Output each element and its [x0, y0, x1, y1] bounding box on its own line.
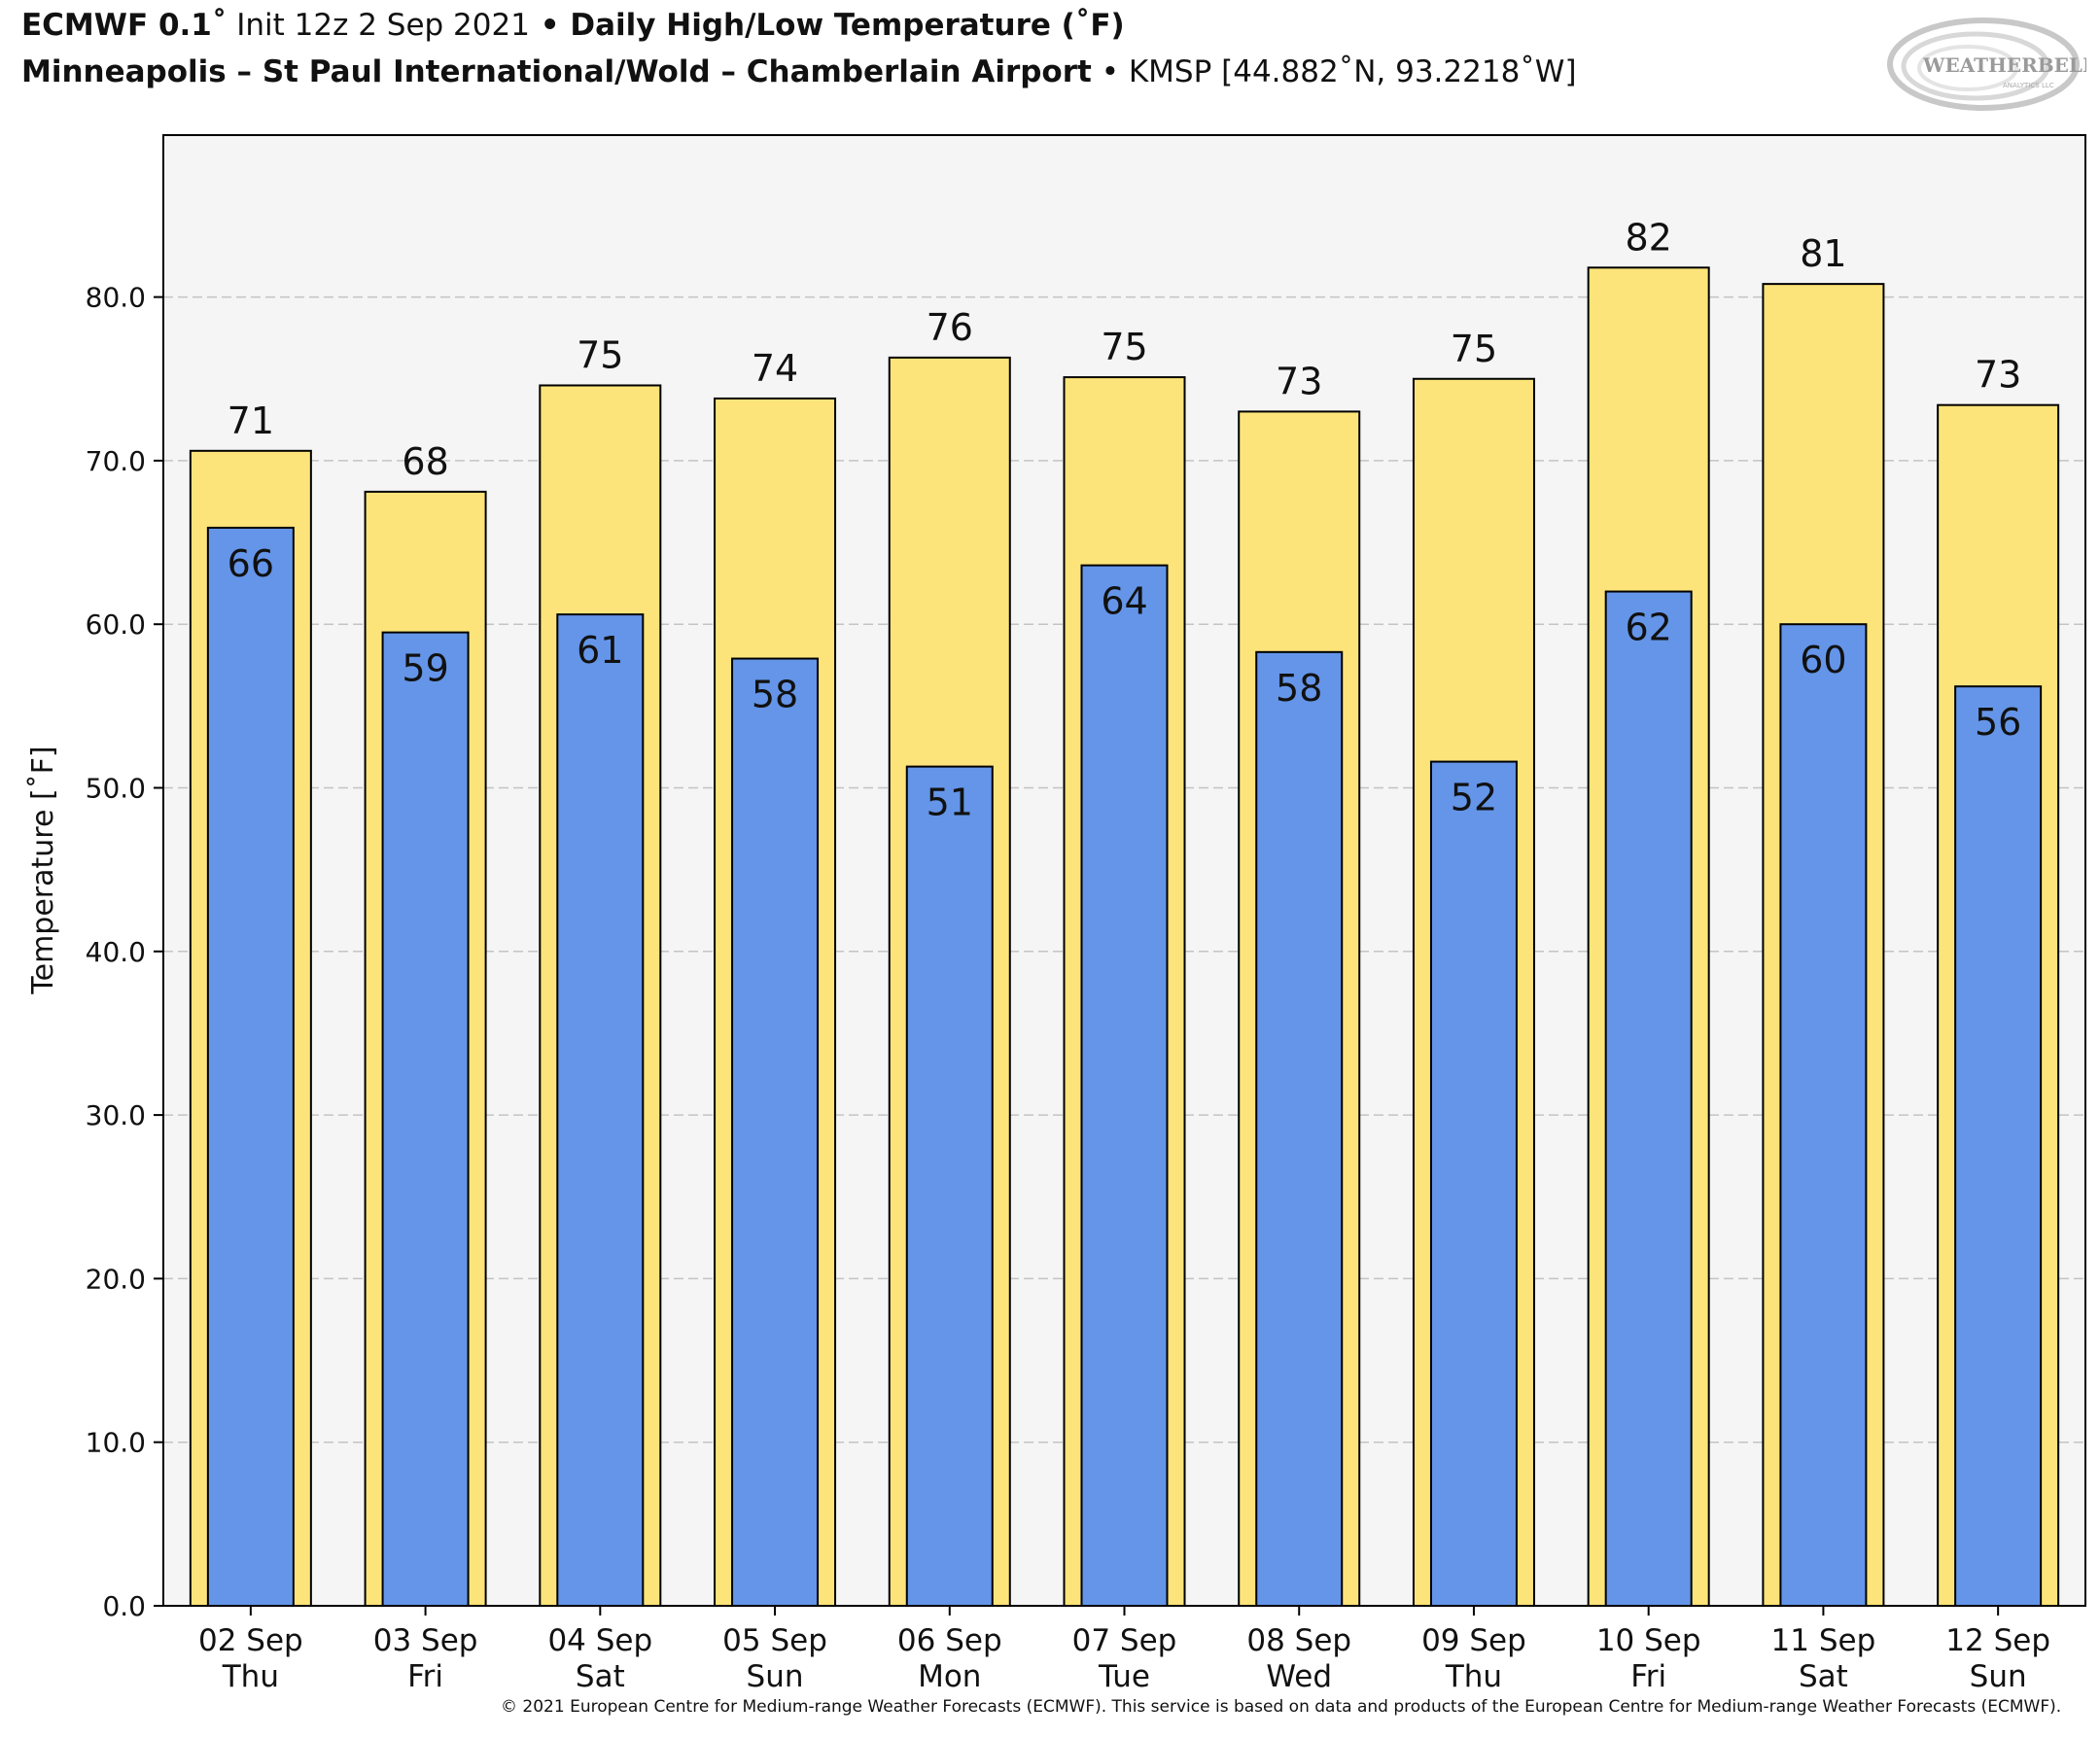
x-tick-day: Sat	[1799, 1659, 1848, 1694]
x-tick-date: 10 Sep	[1596, 1623, 1701, 1658]
header-separator: •	[1091, 54, 1129, 89]
header-separator: •	[529, 8, 571, 43]
high-temp-label: 82	[1626, 216, 1672, 259]
y-tick-label: 50.0	[86, 773, 146, 805]
labels-layer: 71 66 68 59 75 61 74 58 76 51 75 64 73 58 75 52 82 62 81 60…	[228, 216, 2022, 823]
low-temp-bar	[731, 657, 820, 1607]
x-tick-day: Tue	[1098, 1659, 1150, 1694]
y-tick-label: 10.0	[86, 1427, 146, 1459]
low-temp-label: 56	[1975, 701, 2021, 744]
low-temp-label: 66	[228, 542, 274, 585]
high-temp-label: 74	[752, 347, 798, 390]
low-temp-label: 59	[402, 647, 448, 690]
high-temp-label: 81	[1800, 232, 1846, 275]
y-tick-label: 60.0	[86, 608, 146, 641]
low-temp-bar	[1604, 590, 1693, 1607]
x-tick-day: Sat	[576, 1659, 625, 1694]
x-tick-day: Mon	[918, 1659, 981, 1694]
high-temp-label: 75	[577, 333, 623, 376]
bars-layer	[189, 266, 2060, 1608]
high-temp-label: 71	[228, 400, 274, 442]
x-tick-day: Thu	[222, 1659, 279, 1694]
chart-header-line-2: Minneapolis – St Paul International/Wold…	[21, 54, 1577, 89]
copyright-footer: © 2021 European Centre for Medium-range …	[501, 1697, 2062, 1717]
y-tick-label: 70.0	[86, 445, 146, 477]
low-temp-label: 62	[1626, 607, 1672, 649]
x-tick-day: Sun	[747, 1659, 804, 1694]
x-tick-day: Fri	[1630, 1659, 1666, 1694]
low-temp-label: 51	[927, 782, 973, 824]
x-tick-date: 04 Sep	[547, 1623, 652, 1658]
low-temp-bar	[1429, 760, 1518, 1607]
init-time: Init 12z 2 Sep 2021	[227, 8, 530, 43]
x-tick-date: 02 Sep	[198, 1623, 303, 1658]
x-tick-day: Sun	[1970, 1659, 2027, 1694]
x-tick-date: 12 Sep	[1945, 1623, 2050, 1658]
x-tick-day: Wed	[1266, 1659, 1332, 1694]
x-tick-date: 11 Sep	[1771, 1623, 1876, 1658]
low-temp-bar	[1779, 623, 1868, 1607]
weatherbell-logo: WEATHERBELL ANALYTICS LLC	[1887, 17, 2086, 111]
high-temp-label: 73	[1975, 354, 2021, 397]
x-tick-date: 03 Sep	[373, 1623, 478, 1658]
station-name: Minneapolis – St Paul International/Wold…	[21, 54, 1092, 89]
high-temp-label: 75	[1451, 328, 1497, 370]
x-tick-date: 05 Sep	[722, 1623, 827, 1658]
axis-layer: 0.0 10.0 20.0 30.0 40.0 50.0 60.0 70.0 80.0 02 Se…	[86, 282, 2050, 1694]
low-temp-bar	[1255, 650, 1344, 1607]
high-temp-label: 68	[402, 440, 448, 483]
low-temp-bar	[905, 765, 994, 1607]
logo-text: WEATHERBELL	[1922, 53, 2086, 77]
low-temp-bar	[1954, 685, 2043, 1607]
x-tick-date: 07 Sep	[1072, 1623, 1177, 1658]
low-temp-label: 61	[577, 629, 623, 672]
station-coordinates: KMSP [44.882˚N, 93.2218˚W]	[1128, 54, 1577, 89]
low-temp-bar	[556, 613, 645, 1607]
high-temp-label: 76	[927, 306, 973, 349]
low-temp-label: 60	[1800, 639, 1846, 681]
x-tick-date: 06 Sep	[897, 1623, 1002, 1658]
low-temp-label: 64	[1101, 580, 1147, 623]
low-temp-label: 52	[1451, 777, 1497, 819]
x-tick-date: 08 Sep	[1246, 1623, 1351, 1658]
low-temp-bar	[206, 526, 295, 1608]
x-tick-date: 09 Sep	[1421, 1623, 1526, 1658]
high-temp-label: 73	[1276, 360, 1322, 402]
x-tick-day: Thu	[1445, 1659, 1502, 1694]
y-tick-label: 20.0	[86, 1263, 146, 1295]
low-temp-label: 58	[752, 674, 798, 716]
high-temp-label: 75	[1101, 326, 1147, 368]
y-tick-label: 0.0	[102, 1590, 146, 1622]
logo-subtext: ANALYTICS LLC	[2003, 82, 2054, 89]
y-tick-label: 80.0	[86, 282, 146, 314]
model-name: ECMWF 0.1˚	[21, 8, 228, 43]
low-temp-label: 58	[1276, 667, 1322, 710]
y-tick-label: 40.0	[86, 936, 146, 968]
low-temp-bar	[1080, 564, 1169, 1607]
low-temp-bar	[381, 631, 470, 1607]
x-tick-day: Fri	[407, 1659, 443, 1694]
y-axis-label: Temperature [˚F]	[26, 746, 60, 994]
chart-header-line-1: ECMWF 0.1˚ Init 12z 2 Sep 2021 • Daily H…	[21, 8, 1125, 43]
y-tick-label: 30.0	[86, 1099, 146, 1131]
product-name: Daily High/Low Temperature (˚F)	[570, 8, 1125, 43]
